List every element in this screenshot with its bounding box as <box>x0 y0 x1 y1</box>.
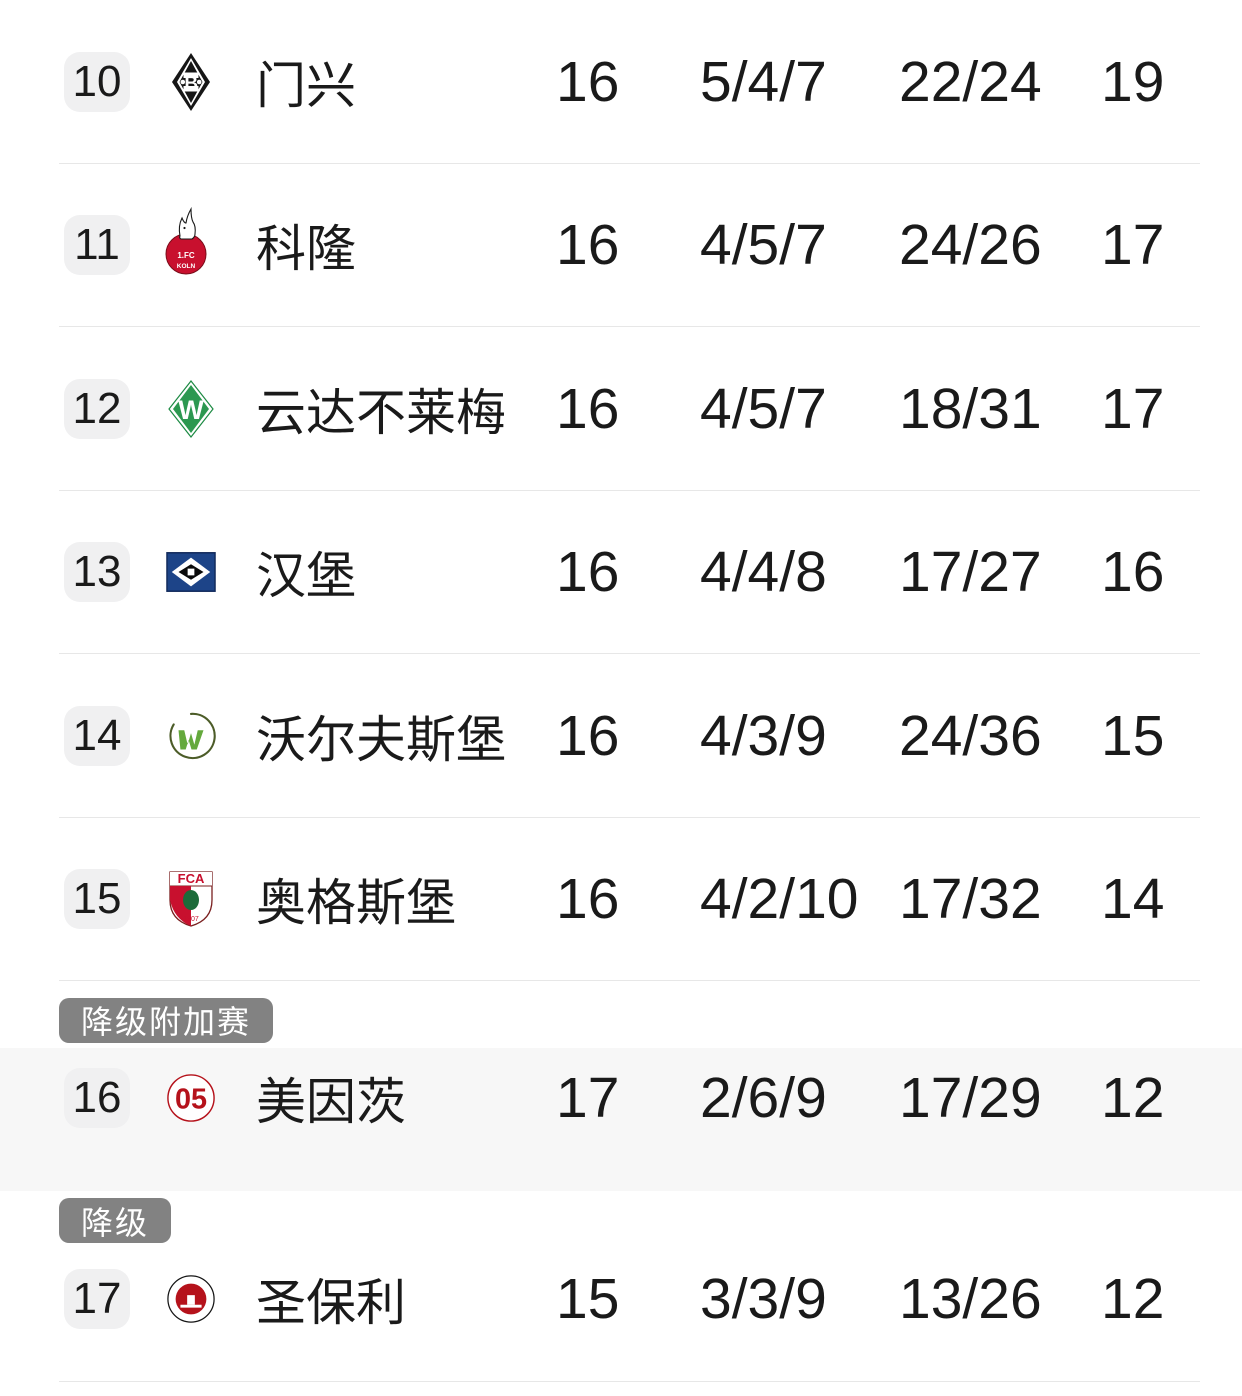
svg-text:KOLN: KOLN <box>177 263 196 270</box>
svg-text:1.FC: 1.FC <box>177 251 195 260</box>
svg-text:B: B <box>184 73 198 94</box>
svg-text:05: 05 <box>175 1083 207 1115</box>
svg-text:1907: 1907 <box>183 916 199 923</box>
svg-text:FCA: FCA <box>178 871 205 886</box>
svg-text:W: W <box>178 395 204 425</box>
